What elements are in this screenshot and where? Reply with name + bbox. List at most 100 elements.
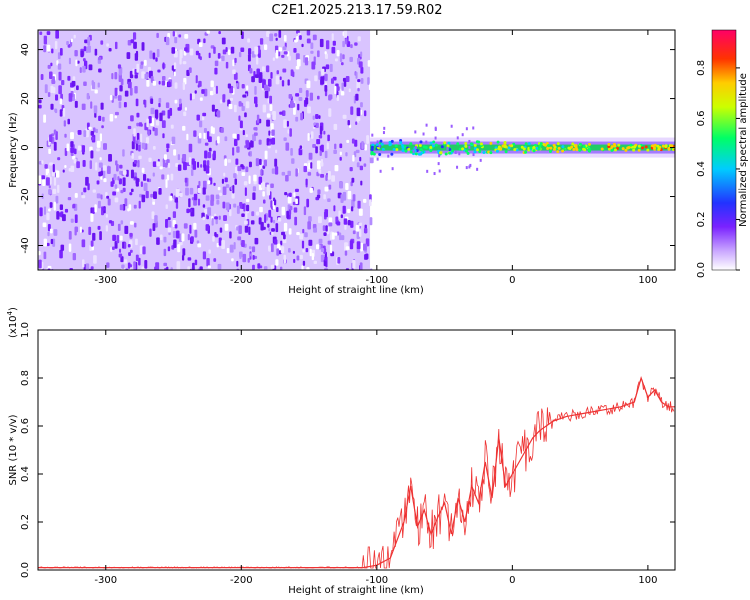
noise-speckle [182,61,187,65]
noise-speckle [210,126,213,134]
noise-speckle [356,162,360,168]
band-scatter [391,167,394,171]
noise-speckle [68,57,71,65]
spectrogram-noise-field [38,30,374,270]
noise-speckle [94,204,97,213]
band-speckle [646,148,650,152]
noise-speckle [350,220,354,228]
noise-speckle [239,255,242,259]
noise-speckle [99,133,103,142]
noise-speckle [340,91,345,96]
band-speckle [621,147,625,151]
noise-speckle [283,234,286,240]
noise-speckle [334,58,338,62]
x-tick-label: 0 [509,275,515,286]
noise-speckle [136,112,140,118]
noise-speckle [363,227,368,234]
noise-speckle [242,253,247,263]
noise-speckle [278,30,282,38]
noise-speckle [92,232,96,241]
noise-speckle [114,87,118,96]
noise-speckle [165,219,169,228]
noise-speckle [177,244,181,253]
noise-speckle [174,82,178,89]
noise-speckle [356,241,361,250]
noise-speckle [302,260,306,266]
noise-speckle [324,209,329,218]
noise-speckle [67,75,71,81]
band-scatter [458,152,461,156]
noise-speckle [67,197,72,201]
band-speckle [370,145,374,149]
noise-speckle [351,138,355,144]
noise-speckle [298,97,303,102]
noise-speckle [182,82,186,90]
noise-speckle [130,188,134,193]
noise-speckle [244,187,247,196]
noise-speckle [267,78,272,87]
noise-speckle [123,102,127,108]
noise-speckle [350,44,353,49]
noise-speckle [127,244,131,248]
noise-speckle [275,37,278,41]
noise-speckle [130,39,135,44]
noise-speckle [51,48,54,54]
noise-speckle [131,141,135,150]
band-speckle [478,150,482,154]
x-tick-label: 100 [638,575,657,586]
noise-speckle [234,178,238,185]
noise-speckle [42,179,46,187]
noise-speckle [82,159,86,167]
noise-speckle [298,87,303,93]
noise-speckle [324,51,327,55]
noise-speckle [288,94,293,99]
colorbar-tick-label: 0.0 [696,262,707,278]
noise-speckle [260,168,263,176]
noise-speckle [59,109,63,117]
colorbar-tick-label: 0.4 [696,161,707,177]
band-speckle [419,140,423,144]
x-tick-label: -300 [94,275,117,286]
noise-speckle [329,63,333,72]
band-speckle [637,144,641,148]
noise-speckle [269,95,273,104]
noise-speckle [359,262,363,270]
noise-speckle [141,42,145,51]
noise-speckle [127,125,132,130]
y-tick-label: 0.4 [20,466,31,482]
noise-speckle [242,94,247,98]
noise-speckle [102,207,105,211]
noise-speckle [41,268,45,270]
noise-speckle [188,157,192,165]
noise-speckle [203,88,208,97]
noise-speckle [197,268,200,270]
noise-speckle [148,157,152,162]
noise-speckle [248,246,252,250]
noise-speckle [166,266,169,270]
noise-speckle [186,208,190,214]
band-speckle [394,144,398,148]
noise-speckle [218,237,222,246]
noise-speckle [204,209,208,215]
y-tick-label: 0 [20,144,31,150]
noise-speckle [55,30,59,39]
noise-speckle [225,184,230,188]
noise-speckle [367,77,370,85]
noise-speckle [68,243,72,252]
noise-speckle [268,228,271,232]
noise-speckle [202,204,206,208]
noise-speckle [119,85,123,92]
noise-speckle [81,195,86,199]
noise-speckle [41,175,46,180]
noise-speckle [55,195,59,204]
noise-speckle [46,242,50,247]
noise-speckle [129,249,133,253]
band-speckle [439,151,443,155]
x-tick-label: -200 [230,275,253,286]
noise-speckle [223,215,227,222]
noise-speckle [144,99,147,108]
band-scatter [450,124,453,128]
noise-speckle [56,211,60,220]
noise-speckle [188,198,191,208]
noise-speckle [74,214,78,223]
